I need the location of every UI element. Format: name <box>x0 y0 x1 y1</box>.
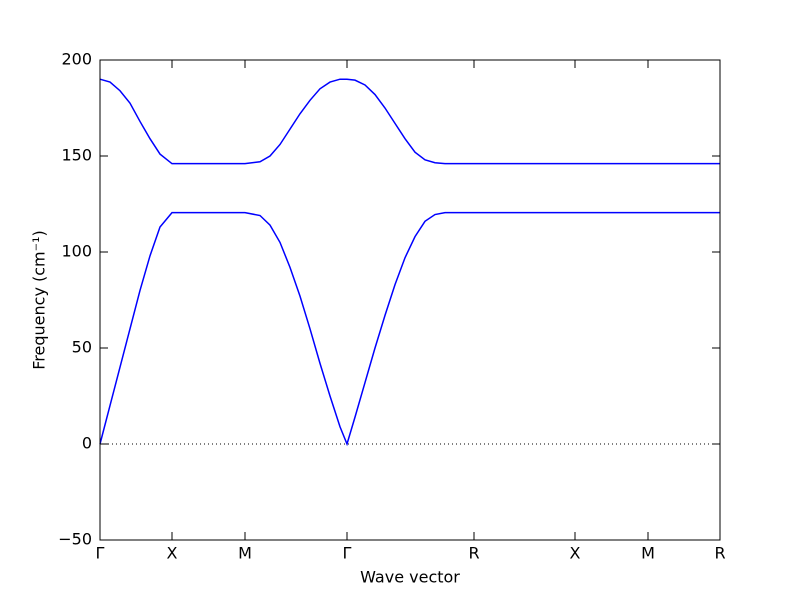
x-tick-label: Γ <box>343 544 352 563</box>
x-axis-label: Wave vector <box>360 568 460 587</box>
x-tick-label: R <box>468 544 479 563</box>
band-line <box>99 78 720 165</box>
plot-frame <box>99 59 721 541</box>
y-tick-label: 150 <box>61 146 92 165</box>
y-tick-label: 100 <box>61 242 92 261</box>
x-tick-label: Γ <box>96 544 105 563</box>
x-tick-label: X <box>167 544 178 563</box>
y-tick-label: 50 <box>72 338 92 357</box>
x-tick-label: R <box>714 544 725 563</box>
x-tick-label: M <box>641 544 655 563</box>
band-line <box>99 211 720 447</box>
y-tick-label: −50 <box>58 530 92 549</box>
x-tick-label: M <box>238 544 252 563</box>
x-tick-label: X <box>570 544 581 563</box>
y-tick-label: 200 <box>61 50 92 69</box>
y-tick-label: 0 <box>82 434 92 453</box>
y-axis-label: Frequency (cm⁻¹) <box>30 230 49 369</box>
